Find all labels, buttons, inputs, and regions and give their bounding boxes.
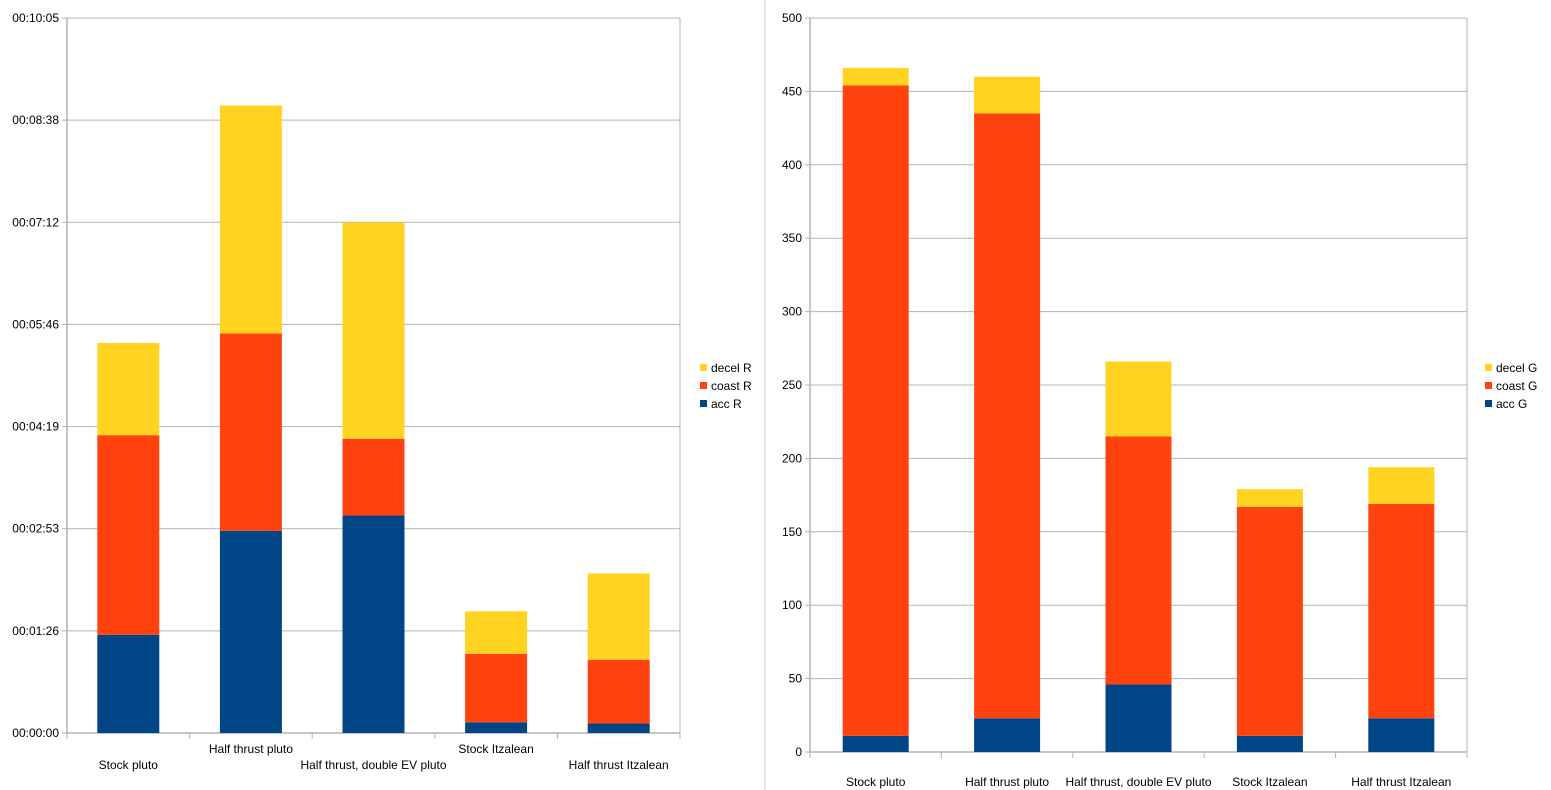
- bar-segment-acc-g: [974, 718, 1041, 752]
- bar-segment-acc-r: [219, 530, 282, 733]
- legend-swatch: [1485, 364, 1492, 371]
- y-tick-label: 350: [782, 231, 802, 245]
- bar-segment-decel-r: [219, 105, 282, 334]
- y-tick-label: 450: [782, 84, 802, 98]
- bar-segment-decel-g: [974, 76, 1041, 114]
- x-category-label: Stock Itzalean: [458, 742, 533, 756]
- y-tick-label: 100: [782, 598, 802, 612]
- bar-segment-decel-g: [1105, 361, 1172, 437]
- y-tick-label: 00:07:12: [12, 215, 59, 229]
- bar-segment-decel-g: [1236, 489, 1303, 507]
- bar-segment-acc-g: [1105, 684, 1172, 752]
- legend-swatch: [700, 382, 707, 389]
- legend-swatch: [700, 400, 707, 407]
- y-tick-label: 00:05:46: [12, 317, 59, 331]
- legend-label: coast R: [711, 379, 752, 393]
- y-tick-label: 200: [782, 451, 802, 465]
- x-category-label: Stock Itzalean: [1232, 775, 1307, 789]
- bar-segment-coast-g: [1368, 503, 1435, 719]
- bar-segment-acc-g: [1368, 718, 1435, 752]
- legend-label: coast G: [1496, 379, 1537, 393]
- bar-segment-coast-g: [1105, 436, 1172, 685]
- y-tick-label: 300: [782, 305, 802, 319]
- g-stacked-bar-chart: 0 50 100 150 200 250 300 350 400 450 500 Stock plut…: [782, 11, 1537, 789]
- y-tick-label: 150: [782, 525, 802, 539]
- legend-swatch: [700, 364, 707, 371]
- bar-segment-acc-g: [842, 735, 909, 752]
- bar-segment-decel-g: [842, 67, 909, 86]
- bar-segment-coast-r: [342, 438, 405, 516]
- bar-segment-coast-r: [219, 333, 282, 531]
- y-tick-label: 400: [782, 158, 802, 172]
- bar-segment-acc-r: [465, 722, 528, 733]
- bar-segment-coast-r: [465, 653, 528, 723]
- y-tick-label: 00:10:05: [12, 11, 59, 25]
- y-tick-label: 00:04:19: [12, 420, 59, 434]
- bar-segment-decel-r: [342, 222, 405, 439]
- bar-segment-coast-r: [587, 659, 650, 724]
- bar-segment-decel-r: [97, 343, 160, 436]
- bar-segment-acc-r: [587, 723, 650, 733]
- x-category-label: Half thrust pluto: [209, 742, 293, 756]
- legend-label: acc R: [711, 397, 742, 411]
- bar-segment-coast-r: [97, 435, 160, 635]
- bar-segment-coast-g: [842, 85, 909, 736]
- legend-label: decel G: [1496, 361, 1537, 375]
- x-category-label: Half thrust, double EV pluto: [1065, 775, 1211, 789]
- y-tick-label: 00:08:38: [12, 113, 59, 127]
- x-category-label: Half thrust pluto: [965, 775, 1049, 789]
- x-category-label: Half thrust, double EV pluto: [300, 758, 446, 772]
- legend-swatch: [1485, 400, 1492, 407]
- time-stacked-bar-chart: 00:00:00 00:01:26 00:02:53 00:04:19 00:05:46…: [12, 11, 752, 772]
- y-tick-label: 00:01:26: [12, 624, 59, 638]
- bar-segment-coast-g: [1236, 506, 1303, 736]
- x-category-label: Stock pluto: [99, 758, 159, 772]
- x-category-label: Stock pluto: [846, 775, 906, 789]
- legend-swatch: [1485, 382, 1492, 389]
- bar-segment-coast-g: [974, 113, 1041, 719]
- y-tick-label: 0: [795, 745, 802, 759]
- bar-segment-acc-g: [1236, 735, 1303, 752]
- bar-segment-decel-g: [1368, 467, 1435, 504]
- y-tick-label: 500: [782, 11, 802, 25]
- x-category-label: Half thrust Itzalean: [569, 758, 669, 772]
- x-category-label: Half thrust Itzalean: [1351, 775, 1451, 789]
- bar-segment-decel-r: [465, 611, 528, 654]
- legend-label: decel R: [711, 361, 752, 375]
- legend-label: acc G: [1496, 397, 1527, 411]
- bar-segment-acc-r: [97, 634, 160, 733]
- y-tick-label: 00:02:53: [12, 522, 59, 536]
- bar-segment-decel-r: [587, 573, 650, 660]
- y-tick-label: 50: [789, 672, 803, 686]
- y-tick-label: 250: [782, 378, 802, 392]
- bar-segment-acc-r: [342, 515, 405, 733]
- y-tick-label: 00:00:00: [12, 726, 59, 740]
